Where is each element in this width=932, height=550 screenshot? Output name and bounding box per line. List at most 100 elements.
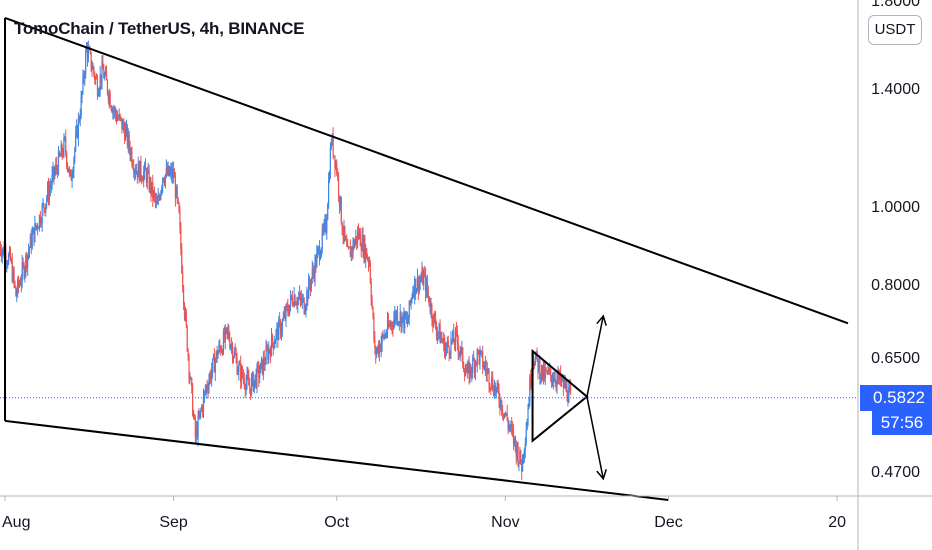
candle-body — [187, 350, 189, 356]
candle-body — [320, 248, 322, 256]
candle-body — [388, 324, 390, 327]
candle-body — [366, 248, 368, 259]
candle-body — [466, 366, 468, 372]
candle-body — [279, 320, 282, 335]
candle-body — [541, 365, 543, 377]
candle-body — [417, 276, 419, 292]
candle-body — [260, 362, 262, 374]
candle-body — [198, 415, 200, 417]
candle-body — [289, 304, 291, 315]
candle-body — [392, 326, 394, 329]
candle-body — [47, 185, 49, 199]
candle-body — [546, 370, 548, 374]
candle-body — [25, 254, 27, 270]
candle-body — [415, 288, 418, 294]
candle-body — [459, 352, 461, 354]
candle-body — [534, 357, 536, 366]
candle-body — [172, 169, 174, 178]
candle-body — [128, 134, 130, 148]
candle-body — [367, 259, 370, 264]
candle-body — [21, 262, 23, 281]
candle-body — [57, 151, 60, 175]
candle-body — [452, 331, 454, 342]
candle-body — [220, 347, 222, 353]
candle-body — [241, 367, 244, 377]
candle-body — [412, 290, 414, 298]
candle-body — [236, 358, 238, 375]
candle-body — [122, 121, 124, 130]
candle-body — [202, 395, 205, 412]
candle-body — [517, 445, 519, 465]
candle-body — [365, 248, 367, 261]
candle-body — [436, 332, 438, 336]
candle-body — [337, 175, 340, 196]
candle-body — [435, 327, 438, 336]
candle-body — [316, 252, 318, 268]
candle-body — [342, 233, 344, 236]
candle-body — [455, 329, 458, 331]
candle-body — [165, 167, 167, 175]
wedge-upper-trendline — [4, 16, 849, 325]
candle-body — [463, 370, 466, 376]
candle-body — [41, 205, 43, 224]
candle-body — [51, 174, 53, 185]
candle-body — [372, 307, 374, 317]
candle-body — [422, 270, 424, 285]
candle-body — [225, 327, 227, 329]
candle-body — [361, 235, 363, 251]
candle-body — [402, 312, 404, 317]
candle-body — [396, 311, 399, 324]
candle-body — [376, 346, 379, 351]
candle-body — [20, 280, 22, 285]
candle-body — [180, 226, 182, 250]
currency-button[interactable]: USDT — [868, 15, 922, 45]
candle-body — [405, 312, 407, 319]
candle-body — [154, 195, 157, 202]
candle-body — [79, 116, 81, 121]
candle-body — [111, 108, 113, 113]
candle-body — [9, 249, 12, 260]
candle-body — [169, 171, 171, 176]
candle-body — [197, 415, 199, 438]
candle-body — [69, 169, 71, 173]
candle-body — [277, 326, 279, 341]
candle-body — [347, 246, 349, 248]
candle-body — [507, 420, 509, 428]
candle-body — [205, 385, 207, 392]
candle-body — [255, 374, 257, 387]
candle-body — [66, 165, 69, 168]
candle-body — [356, 235, 358, 243]
candle-body — [440, 337, 442, 344]
candle-body — [137, 162, 139, 178]
candle-body — [560, 379, 563, 382]
candle-body — [251, 373, 254, 379]
candle-body — [127, 134, 129, 146]
candle-body — [357, 231, 359, 243]
candle-body — [36, 225, 38, 228]
candle-body — [256, 365, 258, 387]
candle-body — [526, 422, 528, 431]
candle-body — [271, 334, 274, 343]
candle-body — [76, 126, 79, 138]
candle-body — [246, 373, 248, 382]
candle-body — [218, 344, 220, 353]
candle-body — [426, 281, 429, 293]
candle-body — [484, 363, 487, 369]
x-tick-label: Oct — [324, 514, 350, 531]
candle-body — [414, 278, 416, 297]
candle-body — [325, 220, 327, 233]
candle-body — [433, 313, 435, 326]
candle-body — [221, 350, 223, 353]
candle-body — [253, 379, 255, 391]
candle-body — [408, 300, 410, 319]
candle-body — [427, 292, 429, 297]
candle-body — [458, 352, 460, 354]
candle-body — [161, 187, 163, 192]
arrow-shaft — [586, 396, 604, 479]
candle-body — [540, 376, 542, 379]
candle-body — [467, 363, 469, 367]
candle-body — [322, 229, 324, 231]
candle-body — [488, 369, 490, 386]
